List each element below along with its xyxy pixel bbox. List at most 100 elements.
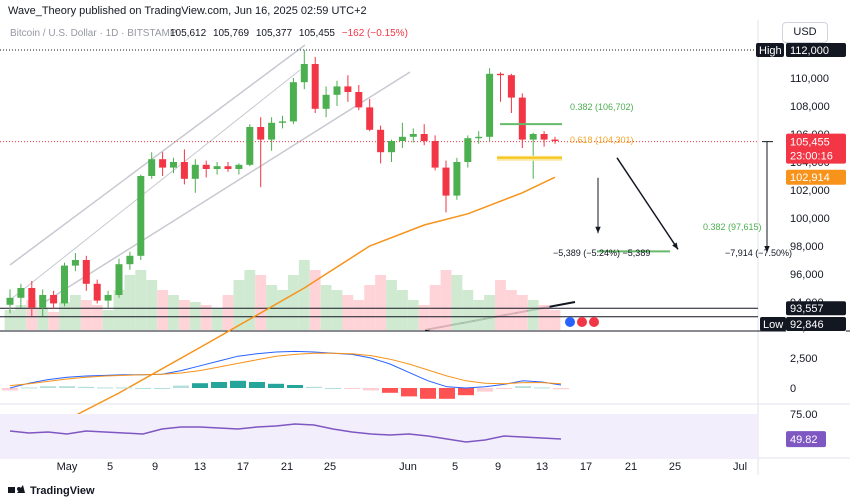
macd-histogram-bar [306, 386, 322, 388]
volume-area-segment [255, 275, 267, 330]
candle [431, 135, 439, 171]
candle [322, 86, 330, 118]
candle-body [398, 136, 406, 141]
candle-body [322, 94, 330, 109]
candle-body [507, 75, 515, 98]
candle-body [453, 162, 461, 196]
candle [464, 135, 472, 168]
candle-body [268, 122, 276, 140]
time-tick-label: 5 [107, 461, 113, 473]
channel-mid-line[interactable] [9, 69, 301, 301]
candle-body [148, 159, 156, 176]
candle [235, 163, 243, 175]
indicator-icons[interactable] [565, 317, 599, 327]
indicator-icon-1[interactable] [565, 317, 575, 327]
price-tick-label: 96,000 [790, 269, 824, 281]
macd-histogram-bar [344, 388, 360, 389]
candle [377, 125, 385, 164]
candle [529, 132, 537, 179]
candle [180, 149, 188, 185]
candle-body [39, 295, 47, 308]
branding-label: TradingView [8, 485, 95, 497]
macd-histogram-bar [439, 388, 455, 399]
volume-area-segment [320, 285, 332, 330]
candle-body [431, 141, 439, 168]
macd-histogram-bar [173, 385, 189, 388]
volume-area-segment [91, 305, 103, 330]
volume-area-segment [473, 300, 485, 330]
volume-area-segment [375, 275, 387, 330]
candle-body [50, 295, 58, 304]
volume-area-segment [429, 285, 441, 330]
volume-area-segment [549, 310, 561, 330]
volume-area-segment [80, 300, 92, 330]
candle-body [300, 64, 308, 83]
indicator-icon-3[interactable] [589, 317, 599, 327]
candle [148, 152, 156, 179]
price-tick-label: 108,000 [790, 101, 830, 113]
volume-area-segment [211, 308, 223, 330]
ma-line [9, 176, 556, 450]
volume-area-segment [102, 310, 114, 330]
macd-histogram-bar [287, 385, 303, 388]
indicator-icon-2[interactable] [577, 317, 587, 327]
volume-area-segment [516, 295, 528, 330]
time-tick-label: 25 [324, 461, 336, 473]
macd-histogram-bar [2, 388, 18, 391]
currency-button[interactable]: USD [782, 22, 828, 43]
volume-area-segment [396, 290, 408, 330]
time-tick-label: Jun [399, 461, 417, 473]
macd-histogram-bar [268, 383, 284, 388]
candle-body [93, 283, 101, 301]
candle [257, 117, 265, 188]
candle-body [115, 264, 123, 295]
target-arrow-2-head [764, 245, 770, 253]
candle [213, 162, 221, 175]
macd-histogram-bar [59, 386, 75, 388]
fib-618-label: 0.618 (104,301) [570, 135, 634, 145]
candle-body [170, 162, 177, 168]
candle [442, 160, 450, 213]
macd-histogram-bar [192, 383, 208, 388]
volume-area-segment [462, 290, 474, 330]
candle-body [464, 138, 472, 162]
candle-body [551, 139, 559, 141]
high-price-tag-bg [786, 43, 846, 57]
candle [497, 72, 504, 102]
candle [420, 124, 428, 146]
candle-body [344, 86, 352, 92]
candle-body [442, 167, 450, 196]
fib-382-label: 0.382 (106,702) [570, 102, 634, 112]
candle [104, 290, 112, 308]
candle [388, 139, 395, 162]
candle [82, 255, 90, 291]
channel-lower-line[interactable] [39, 71, 411, 306]
candle-body [6, 297, 14, 305]
macd-histogram-bar [534, 387, 550, 389]
fib-levels [497, 123, 670, 253]
candle-body [409, 134, 417, 137]
volume-area-segment [407, 300, 419, 330]
candle-body [191, 164, 199, 179]
price-tick-label: 100,000 [790, 213, 830, 225]
time-axis: May 5 9 13 17 21 25 Jun 5 9 13 17 21 25 Jul [57, 461, 747, 473]
channel-upper-line[interactable] [9, 44, 306, 266]
candle [518, 93, 526, 148]
price-axis: 110,000108,000106,000104,000102,000100,0… [790, 73, 830, 309]
candle [126, 251, 134, 270]
candle-body [82, 260, 90, 284]
moving-average [9, 176, 556, 450]
volume-area-segment [505, 290, 517, 330]
time-tick-label: May [57, 461, 78, 473]
main-projection-arrow-head [672, 242, 678, 250]
low-price-tag: 92,846 [790, 319, 824, 331]
candle-body [486, 73, 494, 137]
candle [551, 136, 559, 144]
price-tick-label: 102,000 [790, 185, 830, 197]
time-tick-label: 17 [237, 461, 249, 473]
candle-body [366, 107, 374, 130]
candle [279, 115, 286, 129]
rsi-value-tag-bg [786, 431, 826, 448]
volume-area-segment [538, 305, 550, 330]
volume-area-segment [418, 305, 430, 330]
